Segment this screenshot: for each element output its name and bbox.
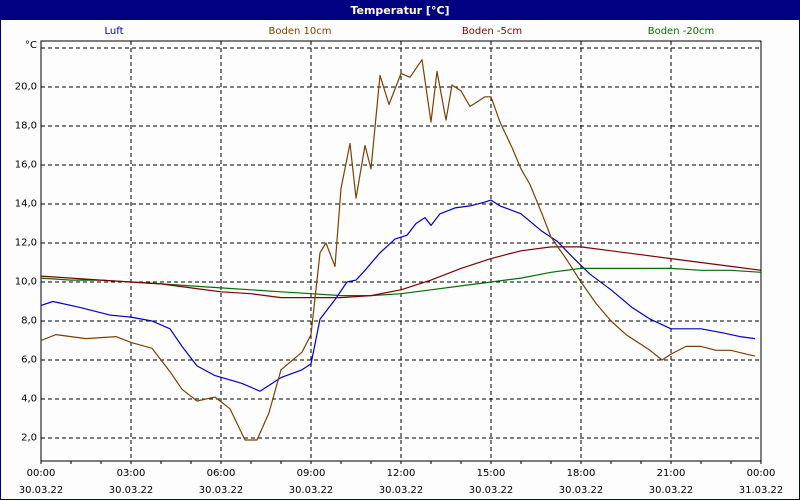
x-tick-3: 09:00 30.03.22	[288, 468, 334, 496]
y-tick-6: 6,0	[21, 354, 37, 366]
series-luft	[40, 199, 756, 392]
y-tick-20: 20,0	[14, 81, 37, 93]
series-boden-10cm	[40, 59, 756, 441]
x-tick-7: 21:00 30.03.22	[648, 468, 694, 496]
y-tick-14: 14,0	[14, 198, 37, 210]
x-tick-8: 00:00 31.03.22	[738, 468, 784, 496]
y-tick-4: 4,0	[21, 393, 37, 405]
legend-boden-20cm: Boden -20cm	[647, 26, 715, 37]
legend-boden-5cm: Boden -5cm	[461, 26, 523, 37]
x-tick-0: 00:00 30.03.22	[18, 468, 64, 496]
x-tick-1: 03:00 30.03.22	[108, 468, 154, 496]
x-tick-4: 12:00 30.03.22	[378, 468, 424, 496]
y-tick-8: 8,0	[21, 315, 37, 327]
series-boden-5cm	[40, 246, 762, 299]
y-tick-12: 12,0	[14, 237, 37, 249]
x-tick-6: 18:00 30.03.22	[558, 468, 604, 496]
y-tick-2: 2,0	[21, 432, 37, 444]
y-tick-18: 18,0	[14, 120, 37, 132]
x-tick-5: 15:00 30.03.22	[468, 468, 514, 496]
legend-boden-10cm: Boden 10cm	[268, 26, 332, 37]
y-tick-16: 16,0	[14, 159, 37, 171]
window-title: Temperatur [°C]	[1, 1, 799, 20]
y-axis-unit: °C	[25, 40, 37, 51]
y-tick-10: 10,0	[14, 276, 37, 288]
plot-frame	[40, 40, 762, 462]
x-tick-2: 06:00 30.03.22	[198, 468, 244, 496]
legend-luft: Luft	[104, 26, 124, 37]
